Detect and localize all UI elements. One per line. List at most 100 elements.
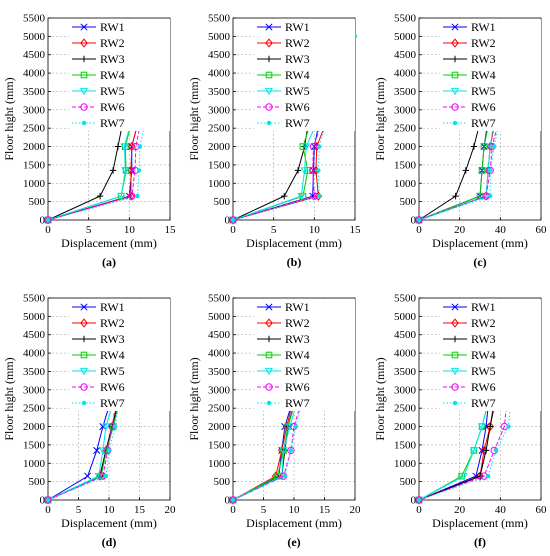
- legend-item-rw1: RW1: [443, 20, 496, 34]
- y-tick-label: 5500: [208, 13, 231, 25]
- y-tick-label: 3500: [23, 366, 46, 378]
- legend-item-rw6: RW6: [72, 380, 125, 394]
- panel-label: (b): [287, 255, 302, 269]
- legend-marker: [81, 120, 87, 126]
- legend-label: RW1: [285, 20, 310, 34]
- y-tick-label: 4500: [394, 329, 417, 341]
- data-point: [281, 192, 288, 200]
- legend-label: RW3: [285, 332, 310, 346]
- data-point: [316, 168, 321, 173]
- data-point: [137, 144, 143, 149]
- panel-label: (d): [102, 535, 117, 549]
- chart-panel-4: 0 500 1000 1500 2000 2500 3000 3500 4000 4500 5000…: [2, 293, 176, 550]
- data-point: [44, 216, 52, 224]
- legend-marker: [450, 367, 460, 376]
- legend-marker: [265, 335, 273, 343]
- y-tick-label: 1500: [208, 159, 231, 171]
- legend-item-rw6: RW6: [72, 100, 125, 114]
- legend-item-rw5: RW5: [72, 364, 125, 378]
- x-tick-label: 10: [309, 224, 321, 236]
- x-axis-label: Displacement (mm): [246, 516, 342, 530]
- legend-marker: [451, 38, 459, 48]
- x-tick-label: 5: [76, 504, 82, 516]
- data-point: [415, 496, 423, 504]
- x-axis-label: Displacement (mm): [432, 236, 528, 250]
- legend-item-rw1: RW1: [443, 300, 496, 314]
- data-point: [112, 424, 118, 429]
- y-tick-label: 500: [29, 476, 46, 488]
- y-tick-label: 1500: [23, 439, 46, 451]
- x-tick-label: 20: [454, 504, 466, 516]
- data-point: [135, 193, 140, 199]
- chart-panel-5: 0 500 1000 1500 2000 2500 3000 3500 4000 4500 5000…: [187, 293, 361, 550]
- legend-marker: [266, 120, 272, 126]
- legend-item-rw3: RW3: [443, 52, 496, 66]
- legend-marker: [264, 87, 274, 96]
- legend-marker: [451, 23, 459, 31]
- chart-panel-2: 0 500 1000 1500 2000 2500 3000 3500 4000 4500 5000…: [187, 13, 361, 270]
- data-point: [416, 497, 422, 503]
- y-tick-label: 4000: [394, 68, 417, 80]
- legend-label: RW4: [285, 68, 310, 82]
- chart-panel-6: 0 500 1000 1500 2000 2500 3000 3500 4000 4500 5000…: [373, 293, 547, 550]
- data-point: [230, 217, 236, 223]
- legend-marker: [451, 303, 459, 311]
- data-point: [494, 448, 499, 453]
- x-tick-label: 60: [536, 224, 548, 236]
- legend-marker: [80, 303, 88, 311]
- legend-label: RW4: [100, 68, 125, 82]
- y-tick-label: 2000: [23, 421, 46, 433]
- legend-label: RW7: [285, 396, 310, 410]
- x-tick-label: 15: [165, 224, 177, 236]
- y-tick-label: 500: [214, 476, 231, 488]
- data-point: [482, 447, 490, 454]
- legend-marker: [451, 383, 459, 391]
- y-tick-label: 4500: [23, 329, 46, 341]
- y-tick-label: 1000: [394, 458, 417, 470]
- data-point: [285, 423, 294, 431]
- data-point: [309, 142, 318, 151]
- data-point: [109, 167, 117, 174]
- data-point: [106, 448, 112, 453]
- legend-label: RW2: [471, 316, 496, 330]
- legend-item-rw6: RW6: [257, 100, 310, 114]
- y-tick-label: 2500: [208, 403, 231, 415]
- y-tick-label: 5500: [394, 293, 417, 305]
- data-point: [487, 193, 493, 199]
- data-point: [477, 423, 487, 431]
- legend-label: RW3: [471, 332, 496, 346]
- x-tick-label: 15: [350, 224, 362, 236]
- legend-label: RW7: [100, 116, 125, 130]
- legend-label: RW2: [471, 36, 496, 50]
- legend-item-rw5: RW5: [257, 84, 310, 98]
- y-tick-label: 5500: [23, 13, 46, 25]
- data-point: [45, 217, 51, 223]
- data-point: [476, 471, 484, 481]
- x-tick-label: 0: [416, 504, 422, 516]
- legend-label: RW3: [285, 52, 310, 66]
- data-point: [469, 447, 478, 455]
- data-point: [300, 167, 309, 175]
- legend-marker: [265, 303, 273, 311]
- legend-marker: [451, 55, 459, 63]
- legend-item-rw7: RW7: [443, 116, 496, 130]
- legend: RW1 RW2 RW3 RW4 RW5 RW6 RW7: [69, 19, 170, 131]
- legend-label: RW2: [285, 316, 310, 330]
- legend-item-rw1: RW1: [72, 20, 125, 34]
- y-tick-label: 4000: [394, 348, 417, 360]
- legend-label: RW3: [100, 332, 125, 346]
- series-line: [47, 36, 163, 221]
- data-point: [480, 143, 488, 150]
- legend-item-rw4: RW4: [72, 348, 125, 362]
- legend-label: RW1: [471, 300, 496, 314]
- y-tick-label: 3500: [208, 86, 231, 98]
- y-tick-label: 500: [214, 196, 231, 208]
- y-tick-label: 2000: [23, 141, 46, 153]
- data-point: [487, 168, 493, 173]
- y-tick-label: 0: [411, 495, 417, 507]
- y-tick-label: 0: [40, 495, 46, 507]
- data-point: [486, 166, 494, 175]
- panel-label: (e): [287, 535, 300, 549]
- legend-item-rw4: RW4: [72, 68, 125, 82]
